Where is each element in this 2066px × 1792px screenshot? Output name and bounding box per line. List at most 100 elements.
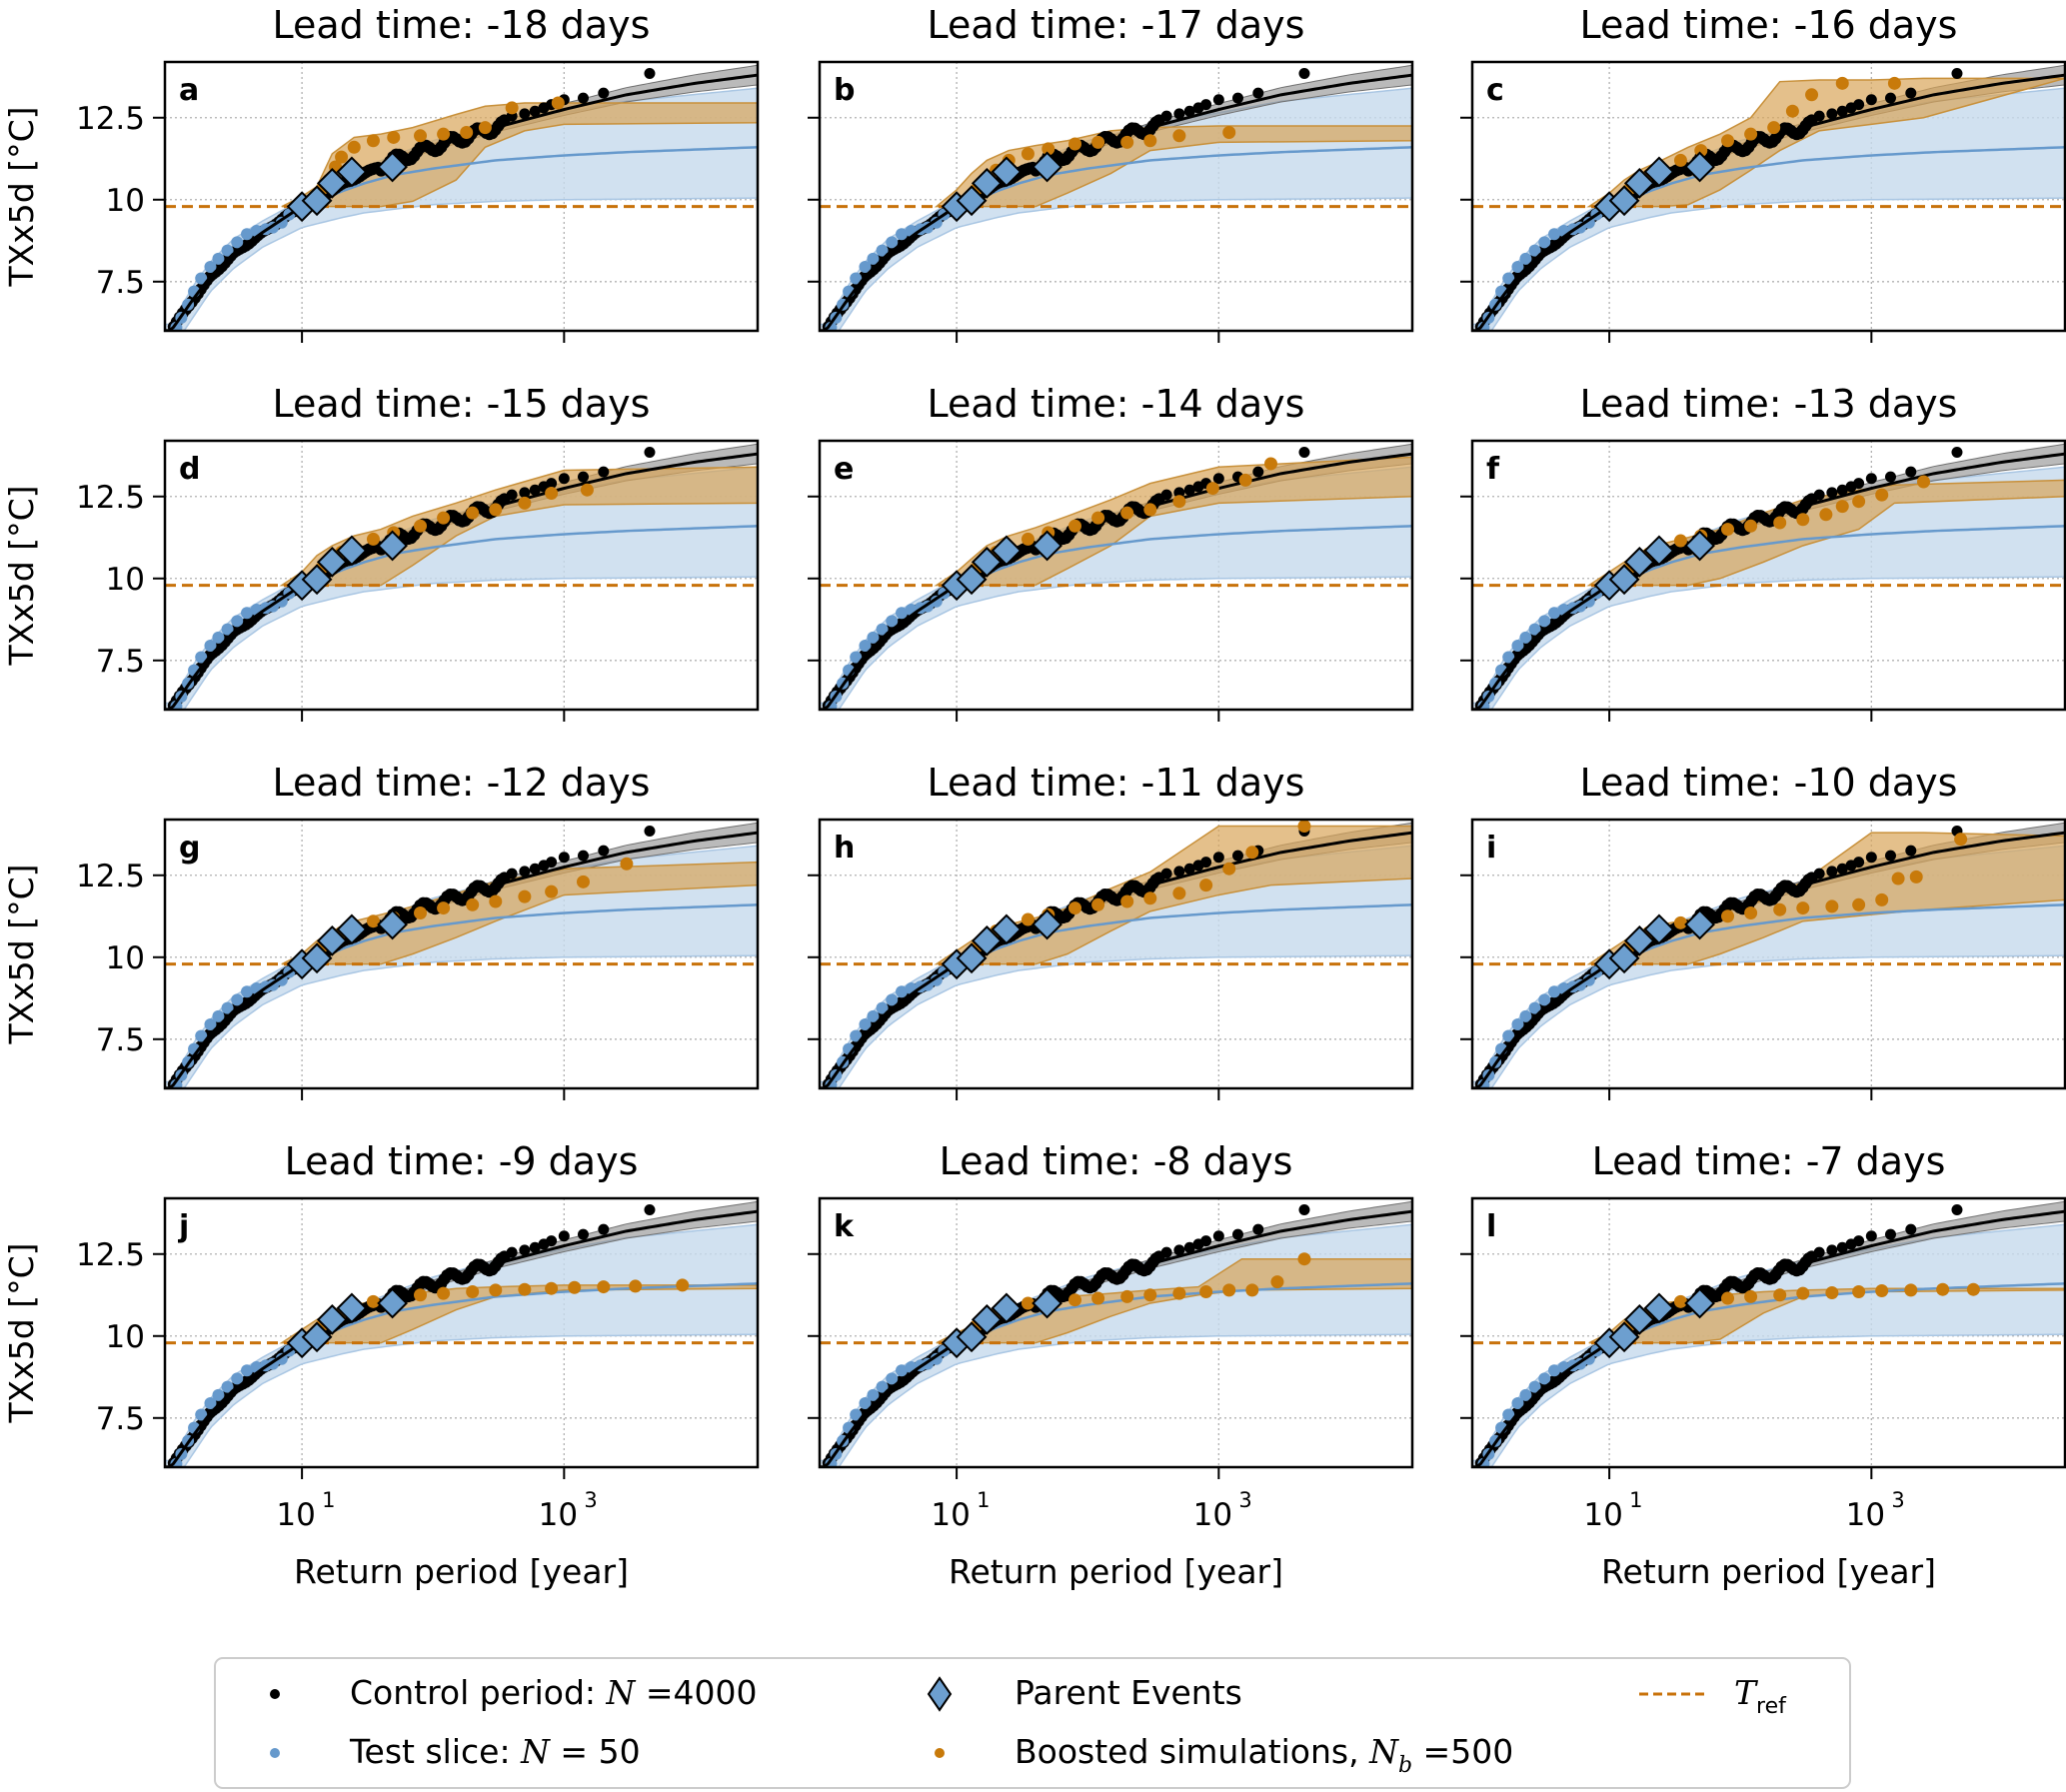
boosted-point [1875,893,1889,906]
parent-event-marker [956,1321,988,1353]
parent-event-marker [377,530,409,562]
boosted-point [1852,495,1866,509]
parent-event-marker [1608,564,1640,596]
y-tick-label: 7.5 [96,265,145,301]
panel-b: Lead time: -17 days b [808,3,1414,343]
boosted-point [1120,1289,1134,1303]
control-fit-line [165,1209,758,1467]
control-fit-line [820,452,1412,710]
boosted-point [1199,879,1213,893]
control-point [1836,863,1848,875]
boosted-point [437,1286,451,1300]
boosted-point [1222,862,1236,876]
control-fit-line [1472,73,2065,331]
boosted-point [1673,534,1687,548]
legend-dot-icon [270,1748,280,1758]
boosted-point [1825,899,1839,913]
boosted-point [545,486,559,500]
y-tick-label: 7.5 [96,644,145,680]
test-point [930,595,943,608]
control-point [529,105,541,117]
test-point [1519,631,1532,644]
boosted-point [1835,76,1849,90]
x-tick-exponent: 1 [977,1488,990,1512]
control-point [1853,478,1865,490]
panel-title: Lead time: -18 days [273,3,651,47]
test-point [231,993,244,1006]
parent-event-marker [971,924,1003,956]
control-fit-line [165,452,758,710]
parent-event-marker [991,156,1023,188]
boosted-confidence-band [281,102,758,208]
legend-label: Boosted simulations, Nb =500 [1015,1732,1513,1778]
boosted-point [576,875,590,889]
test-point [1511,1018,1524,1031]
control-point [519,108,531,120]
control-point [1200,857,1212,869]
panel-d: Lead time: -15 days d 7.5 10 12.5 TXx5d [°C] [2,382,760,722]
test-point [1582,595,1595,608]
parent-event-marker [1032,1287,1063,1319]
test-point [886,615,899,628]
boosted-point [1172,887,1186,900]
parent-event-marker [1623,546,1655,578]
boosted-point [414,129,428,143]
boosted-point [366,1294,380,1308]
test-point [221,623,234,636]
control-point [1884,850,1896,862]
control-fit-line [165,73,758,331]
boosted-point [335,150,349,164]
control-point [1183,105,1195,117]
panel-title: Lead time: -15 days [273,382,651,426]
plot-area [820,820,1412,1088]
boosted-point [518,1282,532,1296]
boosted-point [1143,503,1157,517]
control-point [598,87,610,99]
control-point [1212,1230,1224,1242]
boosted-point [1172,495,1186,509]
boosted-point [489,503,503,517]
boosted-point [437,127,451,141]
test-point [1582,1352,1595,1365]
control-point [1212,94,1224,106]
test-point [204,640,217,653]
boosted-point [1852,1284,1866,1298]
control-point [1853,1235,1865,1247]
panel-label: l [1486,1209,1496,1244]
test-point [896,985,909,998]
boosted-point [545,885,559,898]
panel-title: Lead time: -13 days [1580,382,1958,426]
control-point [506,489,518,501]
boosted-point [1721,909,1735,923]
control-point [1865,94,1877,106]
test-point [1538,993,1551,1006]
boosted-point [1744,1289,1758,1303]
control-point [506,1246,518,1258]
boosted-point [387,130,401,144]
boosted-point [347,140,361,154]
control-point [529,1241,541,1253]
boosted-point [1773,516,1787,530]
test-point [886,993,899,1006]
panel-e: Lead time: -14 days e [808,382,1414,722]
parent-event-marker [1684,530,1716,562]
control-point [644,67,656,79]
boosted-point [1796,513,1810,527]
control-point [1183,484,1195,496]
plot-frame [1470,439,2066,712]
control-point [644,1203,656,1215]
boosted-point [1238,473,1252,487]
boosted-point [1744,519,1758,533]
test-point [876,623,889,636]
panel-title: Lead time: -17 days [928,3,1305,47]
plot-area [1472,441,2065,710]
boosted-point [1887,76,1901,90]
control-point [1853,99,1865,111]
control-point [1813,489,1825,501]
control-point [546,857,558,869]
control-point [1160,868,1172,880]
test-point [1528,1380,1541,1393]
test-point [1511,640,1524,653]
